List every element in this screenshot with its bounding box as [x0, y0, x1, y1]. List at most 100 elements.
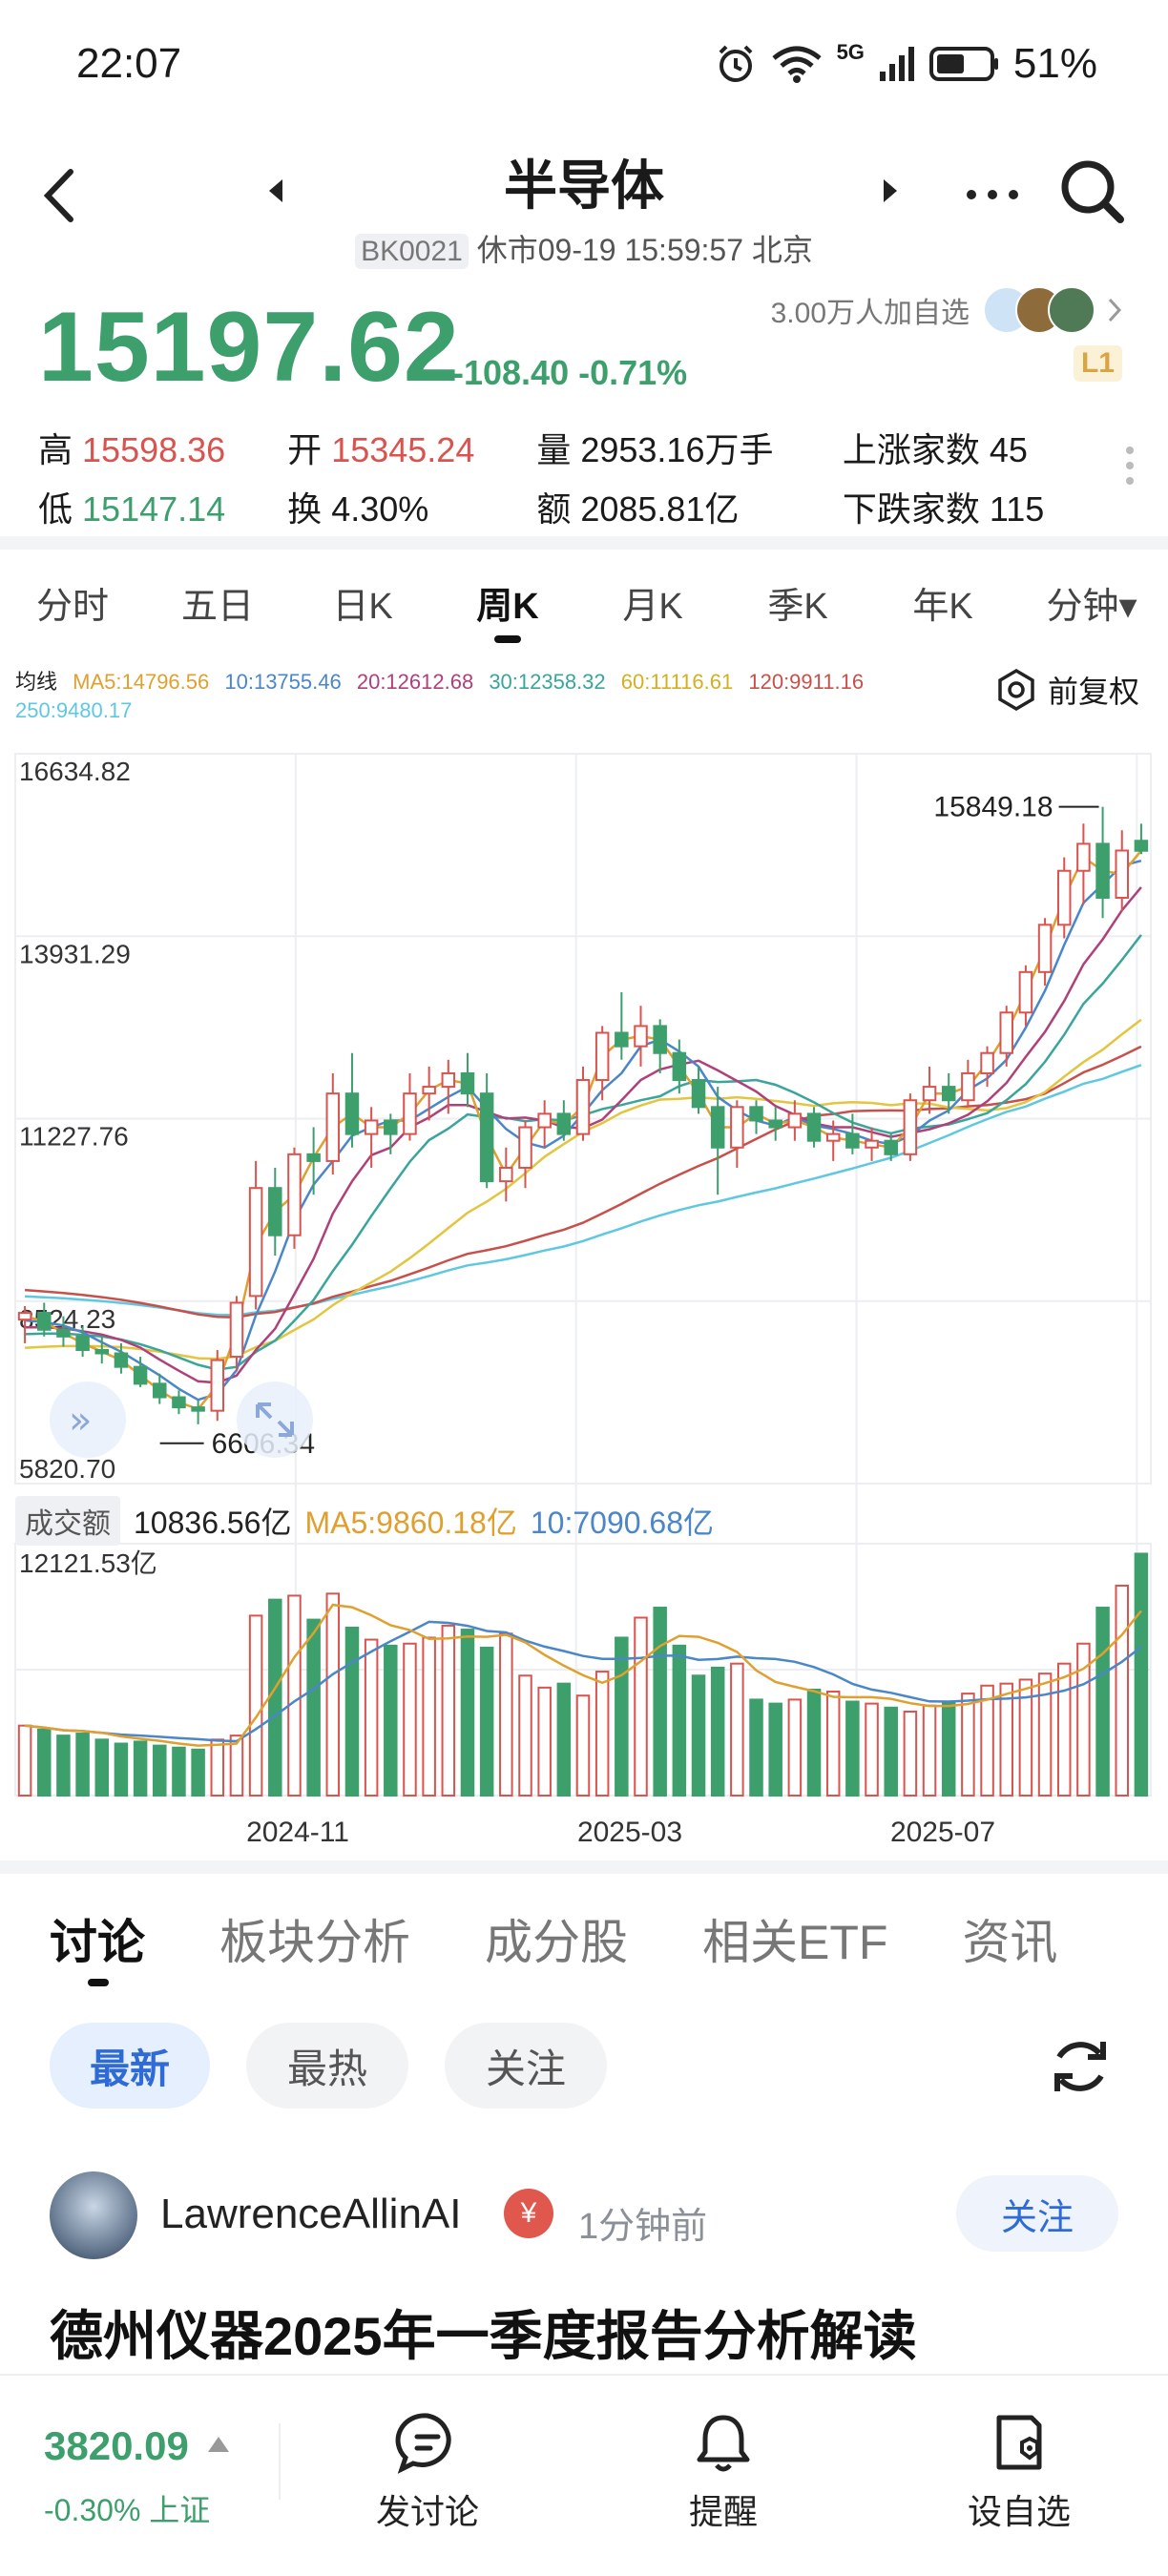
tab-period-6[interactable]: 年K — [912, 587, 973, 627]
index-value[interactable]: 3820.09 — [44, 2423, 189, 2468]
watchers-block[interactable]: 3.00万人加自选 — [771, 286, 1124, 334]
tab-discussion-0[interactable]: 讨论 — [50, 1904, 145, 1986]
volume-bar — [210, 1738, 225, 1797]
candle-body — [75, 1335, 90, 1351]
discussion-tabs: 讨论 板块分析 成分股 相关ETF 资讯 — [50, 1904, 1132, 1986]
ma250-value: 250:9480.17 — [15, 698, 133, 722]
volume-bar — [441, 1624, 456, 1797]
tab-period-4[interactable]: 月K — [622, 587, 683, 627]
volume-bar — [1134, 1552, 1149, 1797]
volume-bar — [922, 1704, 937, 1797]
volume-bar — [980, 1684, 994, 1797]
avatar — [1048, 286, 1095, 334]
volume-bar — [806, 1688, 822, 1797]
volume-bar — [1115, 1584, 1129, 1797]
candle-body — [941, 1086, 956, 1102]
quote-stats: 高 15598.36 开 15345.24 量 2953.16万手 上涨家数 4… — [38, 418, 1088, 536]
tab-discussion-1[interactable]: 板块分析 — [219, 1916, 410, 1969]
volume-bar — [1056, 1662, 1072, 1797]
candle-body — [749, 1106, 763, 1122]
kline-chart[interactable]: 16634.8213931.2911227.768524.235820.7015… — [0, 725, 1168, 1851]
volume-bar — [865, 1702, 879, 1797]
double-chevron-right-icon: » — [69, 1399, 92, 1443]
volume-bar — [191, 1748, 205, 1797]
search-icon[interactable] — [1057, 156, 1126, 225]
filter-latest[interactable]: 最新 — [50, 2023, 210, 2109]
volume-bar — [825, 1691, 841, 1797]
remind-button[interactable]: 提醒 — [628, 2410, 819, 2534]
filter-hot[interactable]: 最热 — [246, 2023, 408, 2109]
add-watchlist-button[interactable]: 设自选 — [924, 2410, 1115, 2534]
volume-bar — [229, 1735, 244, 1797]
turnover-value: 4.30% — [331, 489, 429, 529]
previous-arrow-icon[interactable] — [265, 177, 286, 204]
candle-body — [556, 1112, 572, 1135]
filter-following[interactable]: 关注 — [445, 2023, 607, 2109]
candle-body — [845, 1132, 860, 1149]
high-value: 15598.36 — [82, 430, 226, 469]
divider — [279, 2423, 281, 2500]
candle-body — [287, 1153, 302, 1236]
post-title[interactable]: 德州仪器2025年一季度报告分析解读 — [50, 2306, 917, 2366]
candle-body — [537, 1112, 552, 1129]
ma-legend: 均线 MA5:14796.56 10:13755.46 20:12612.68 … — [15, 668, 970, 725]
more-icon[interactable] — [964, 187, 1021, 202]
triangle-up-icon — [208, 2437, 229, 2452]
amount-label: 额 — [536, 489, 572, 529]
post-author-avatar[interactable] — [50, 2171, 137, 2259]
remind-label: 提醒 — [688, 2492, 758, 2531]
volume-bar — [749, 1698, 763, 1797]
volume-current: 10836.56亿 — [134, 1506, 292, 1540]
tab-period-7[interactable]: 分钟▾ — [1046, 587, 1137, 627]
tab-discussion-2[interactable]: 成分股 — [485, 1916, 628, 1969]
candle-body — [344, 1092, 360, 1135]
price-axis-label: 16634.82 — [19, 757, 131, 786]
volume-ma5: MA5:9860.18亿 — [304, 1506, 517, 1540]
candle-body — [56, 1328, 71, 1338]
index-change[interactable]: -0.30% 上证 — [44, 2493, 211, 2527]
volume-ma10-line — [24, 1620, 1142, 1743]
next-arrow-icon[interactable] — [880, 177, 901, 204]
candle-body — [768, 1119, 782, 1129]
tab-period-5[interactable]: 季K — [767, 587, 828, 627]
up-count-label: 上涨家数 — [842, 430, 980, 469]
volume-bar — [344, 1626, 360, 1797]
post-author-name[interactable]: LawrenceAllinAI — [160, 2191, 462, 2237]
tab-period-0[interactable]: 分时 — [35, 587, 109, 627]
bell-icon — [697, 2415, 750, 2472]
volume-bar — [518, 1674, 532, 1797]
back-icon[interactable] — [36, 162, 84, 229]
volume-bar — [172, 1746, 186, 1797]
status-icons: 5G 51% — [715, 40, 1097, 88]
tab-discussion-4[interactable]: 资讯 — [962, 1916, 1058, 1969]
follow-button[interactable]: 关注 — [956, 2175, 1118, 2252]
turnover-label: 换 — [287, 489, 323, 529]
candle-body — [37, 1312, 52, 1331]
candle-body — [422, 1086, 436, 1095]
down-count-value: 115 — [989, 489, 1045, 529]
volume-bar — [1037, 1672, 1053, 1797]
candle-body — [306, 1153, 321, 1162]
x-axis-label: 2025-07 — [890, 1817, 995, 1848]
adjust-button[interactable]: 前复权 — [994, 668, 1139, 712]
tab-period-1[interactable]: 五日 — [180, 587, 254, 627]
volume-bar — [75, 1733, 90, 1797]
tab-period-3[interactable]: 周K — [435, 576, 580, 643]
post-discussion-button[interactable]: 发讨论 — [332, 2410, 523, 2534]
current-price: 15197.62 — [38, 292, 460, 403]
refresh-icon[interactable] — [1048, 2034, 1113, 2099]
period-tabs: 分时 五日 日K 周K 月K 季K 年K 分钟▾ — [0, 576, 1168, 643]
battery-percent: 51% — [1012, 40, 1097, 87]
tab-discussion-3[interactable]: 相关ETF — [702, 1916, 888, 1969]
candle-body — [922, 1086, 937, 1102]
tab-period-2[interactable]: 日K — [332, 587, 393, 627]
candle-body — [210, 1359, 225, 1412]
ma30-value: 30:12358.32 — [489, 670, 606, 694]
candle-body — [980, 1051, 994, 1074]
more-vertical-icon[interactable] — [1126, 439, 1136, 492]
volume-bar — [325, 1592, 341, 1797]
header-title-block: 半导体 BK0021 休市09-19 15:59:57 北京 — [0, 143, 1168, 270]
candle-body — [710, 1106, 725, 1149]
volume-bar — [114, 1742, 129, 1797]
volume-bar — [248, 1614, 263, 1797]
